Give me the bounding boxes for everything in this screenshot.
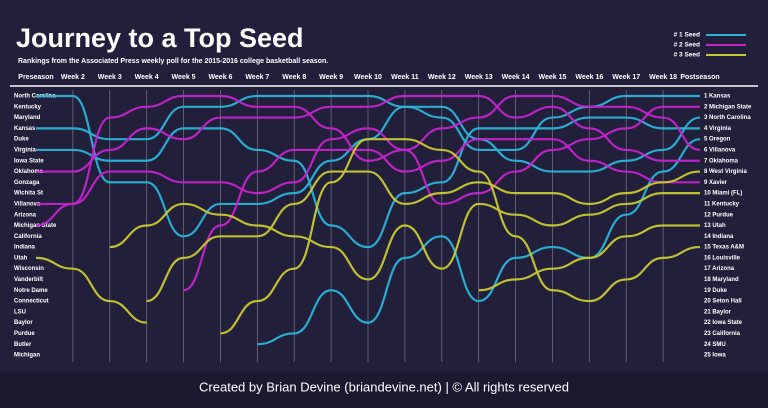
team-line xyxy=(146,170,701,303)
postseason-team: 8 West Virginia xyxy=(704,169,747,175)
postseason-team: 15 Texas A&M xyxy=(704,245,744,251)
postseason-team: 19 Duke xyxy=(704,288,728,294)
postseason-team: 9 Xavier xyxy=(704,180,728,186)
postseason-team: 1 Kansas xyxy=(704,94,731,100)
postseason-team: 17 Arizona xyxy=(704,266,735,272)
week-label: Week 6 xyxy=(208,74,232,81)
postseason-team: 14 Indiana xyxy=(704,234,734,240)
legend-label: # 2 Seed xyxy=(674,42,700,49)
postseason-team: 25 Iowa xyxy=(704,353,726,359)
week-label: Week 7 xyxy=(245,74,269,81)
week-label: Week 10 xyxy=(354,74,382,81)
postseason-team: 2 Michigan State xyxy=(704,104,752,110)
preseason-team: Michigan xyxy=(14,353,40,359)
team-line xyxy=(220,138,701,335)
week-label: Week 16 xyxy=(575,74,603,81)
preseason-team: Utah xyxy=(14,255,28,261)
team-line xyxy=(257,138,701,346)
preseason-team: Connecticut xyxy=(14,299,49,305)
postseason-team: 10 Miami (FL) xyxy=(704,191,742,197)
week-label: Preseason xyxy=(18,74,53,81)
week-label: Week 15 xyxy=(538,74,566,81)
team-line xyxy=(35,94,700,227)
team-line xyxy=(36,116,700,249)
postseason-team: 18 Maryland xyxy=(704,277,739,283)
week-label: Week 4 xyxy=(135,74,159,81)
preseason-team: Purdue xyxy=(14,331,35,337)
preseason-team: Kansas xyxy=(14,126,36,132)
postseason-team: 22 Iowa State xyxy=(704,320,743,326)
team-line xyxy=(35,94,700,173)
preseason-team: Baylor xyxy=(14,320,33,326)
preseason-team: Vanderbilt xyxy=(14,277,43,283)
preseason-team: Michigan State xyxy=(14,223,57,229)
postseason-team: 21 Baylor xyxy=(704,309,732,315)
week-label: Postseason xyxy=(680,74,719,81)
team-line xyxy=(36,94,701,206)
preseason-team: Maryland xyxy=(14,115,41,121)
preseason-team: Wisconsin xyxy=(14,266,44,272)
week-label: Week 3 xyxy=(98,74,122,81)
postseason-team: 13 Utah xyxy=(704,223,726,229)
legend-label: # 3 Seed xyxy=(674,52,700,59)
preseason-team: Notre Dame xyxy=(14,288,48,294)
preseason-team: Kentucky xyxy=(14,104,42,110)
preseason-team: Villanova xyxy=(14,201,41,207)
week-label: Week 9 xyxy=(319,74,343,81)
postseason-team: 5 Oregon xyxy=(704,137,731,143)
chart-subtitle: Rankings from the Associated Press weekl… xyxy=(18,58,328,65)
postseason-team: 6 Villanova xyxy=(704,148,736,154)
preseason-team: Gonzaga xyxy=(14,180,40,186)
preseason-team: Arizona xyxy=(14,212,37,218)
week-label: Week 2 xyxy=(61,74,85,81)
preseason-team: Indiana xyxy=(14,245,36,251)
preseason-team: Duke xyxy=(14,137,29,143)
preseason-team: Iowa State xyxy=(14,158,44,164)
postseason-team: 7 Oklahoma xyxy=(704,158,739,164)
week-label: Week 5 xyxy=(172,74,196,81)
team-line xyxy=(35,94,701,238)
postseason-team: 24 SMU xyxy=(704,342,726,348)
team-line xyxy=(109,192,700,281)
week-label: Week 8 xyxy=(282,74,306,81)
week-label: Week 17 xyxy=(612,74,640,81)
postseason-team: 4 Virginia xyxy=(704,126,732,132)
preseason-team: Oklahoma xyxy=(14,169,44,175)
week-label: Week 12 xyxy=(428,74,456,81)
postseason-team: 12 Purdue xyxy=(704,212,734,218)
legend-label: # 1 Seed xyxy=(674,32,700,39)
team-line xyxy=(35,256,147,324)
postseason-team: 20 Seton Hall xyxy=(704,299,742,305)
preseason-team: California xyxy=(14,234,42,240)
preseason-team: Wichita St xyxy=(14,191,43,197)
week-label: Week 14 xyxy=(502,74,530,81)
week-label: Week 18 xyxy=(649,74,677,81)
preseason-team: LSU xyxy=(14,309,26,315)
postseason-team: 16 Louisville xyxy=(704,255,741,261)
week-label: Week 13 xyxy=(465,74,493,81)
team-line xyxy=(183,138,700,292)
preseason-team: North Carolina xyxy=(14,94,56,100)
footer: Created by Brian Devine (briandevine.net… xyxy=(199,379,569,394)
preseason-team: Butler xyxy=(14,342,32,348)
chart-title: Journey to a Top Seed xyxy=(16,23,304,53)
postseason-team: 23 California xyxy=(704,331,741,337)
postseason-team: 3 North Carolina xyxy=(704,115,751,121)
footer-band xyxy=(0,372,768,408)
team-line xyxy=(478,224,700,292)
week-label: Week 11 xyxy=(391,74,419,81)
postseason-team: 11 Kentucky xyxy=(704,201,740,207)
preseason-team: Virginia xyxy=(14,148,37,154)
